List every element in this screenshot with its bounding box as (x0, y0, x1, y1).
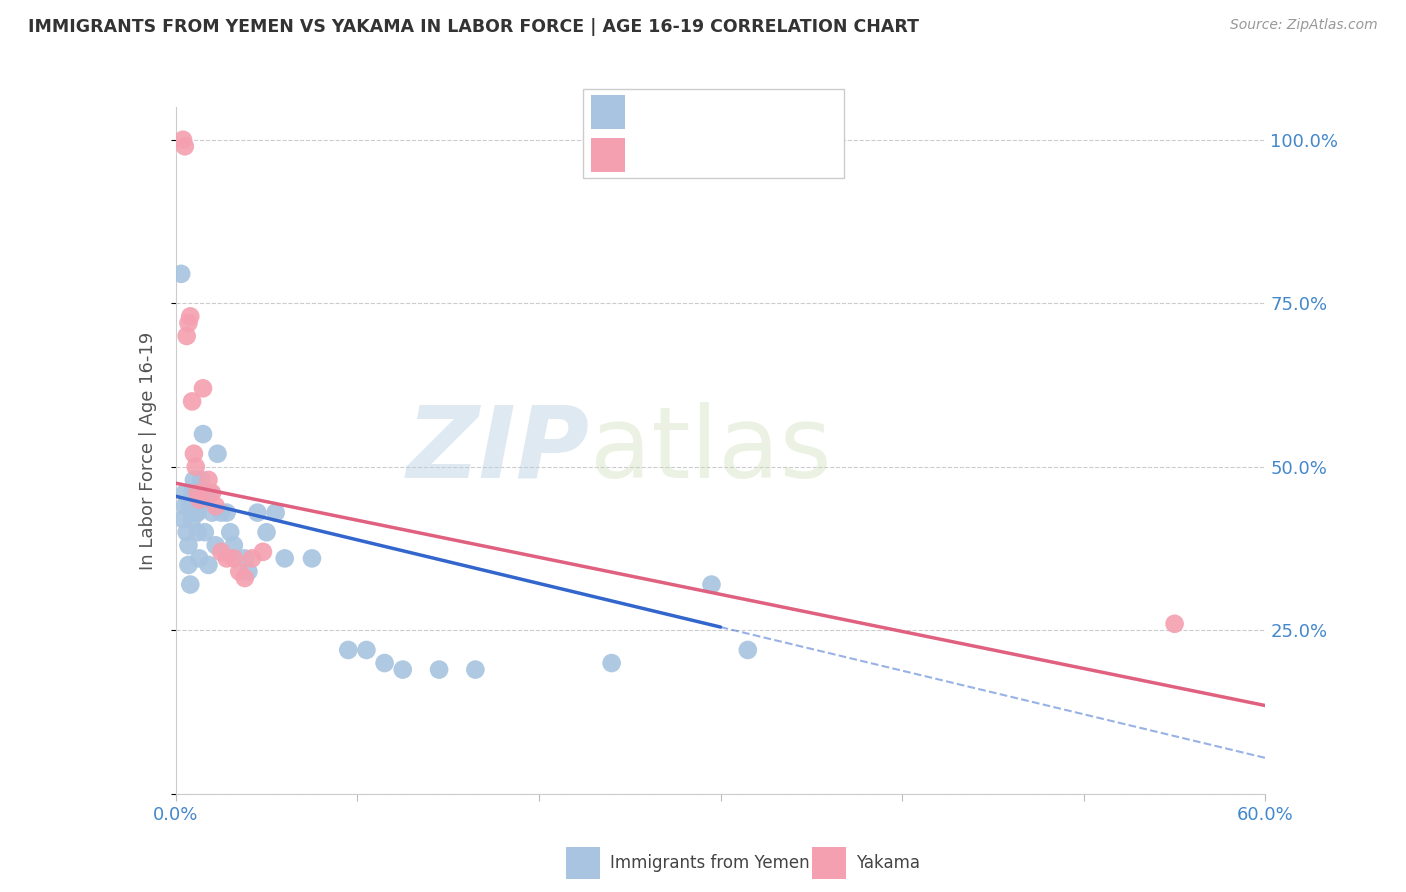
Point (181, 512, 204, 526)
Bar (592, 138, 626, 172)
Text: 48: 48 (772, 103, 796, 121)
Text: 22: 22 (772, 146, 796, 164)
Point (222, 538, 245, 552)
Text: N =: N = (740, 103, 776, 121)
Point (184, 459, 207, 474)
Y-axis label: In Labor Force | Age 16-19: In Labor Force | Age 16-19 (139, 331, 157, 570)
Point (204, 499, 226, 513)
Text: Yakama: Yakama (856, 854, 921, 872)
Point (184, 486, 207, 500)
Point (207, 447, 229, 461)
Point (264, 506, 287, 520)
Point (183, 473, 205, 487)
Point (233, 571, 256, 585)
Point (191, 492, 214, 507)
Point (301, 551, 323, 566)
Point (186, 486, 209, 500)
Point (184, 506, 207, 520)
Text: IMMIGRANTS FROM YEMEN VS YAKAMA IN LABOR FORCE | AGE 16-19 CORRELATION CHART: IMMIGRANTS FROM YEMEN VS YAKAMA IN LABOR… (28, 18, 920, 36)
Point (204, 538, 226, 552)
Point (274, 551, 297, 566)
Point (209, 545, 232, 559)
Point (209, 506, 232, 520)
Point (252, 545, 274, 559)
Point (464, 663, 486, 677)
Point (200, 486, 222, 500)
Point (183, 486, 205, 500)
Point (194, 525, 217, 540)
Point (201, 486, 224, 500)
Point (179, 499, 201, 513)
Point (177, 558, 200, 572)
Text: ZIP: ZIP (406, 402, 591, 499)
Text: R =: R = (633, 146, 669, 164)
Point (215, 551, 238, 566)
Bar (813, 847, 846, 880)
Point (391, 663, 413, 677)
Point (179, 310, 201, 324)
Text: R =: R = (633, 103, 669, 121)
Point (600, 656, 623, 670)
Text: -0.242: -0.242 (665, 103, 725, 121)
Point (179, 577, 201, 591)
Point (219, 525, 242, 540)
Point (172, 512, 194, 526)
Point (228, 565, 250, 579)
Text: atlas: atlas (591, 402, 831, 499)
Point (700, 577, 723, 591)
Point (186, 525, 209, 540)
Point (183, 447, 205, 461)
Point (181, 486, 204, 500)
Bar (592, 95, 626, 129)
Point (188, 492, 211, 507)
Text: N =: N = (740, 146, 776, 164)
Point (240, 551, 263, 566)
Point (197, 473, 219, 487)
Point (173, 486, 195, 500)
Point (374, 656, 396, 670)
Point (246, 506, 269, 520)
Point (737, 643, 759, 657)
Point (427, 663, 450, 677)
Text: Immigrants from Yemen: Immigrants from Yemen (610, 854, 810, 872)
Point (201, 506, 224, 520)
Point (222, 551, 245, 566)
Point (188, 551, 211, 566)
Point (181, 394, 204, 409)
Point (191, 427, 214, 442)
Point (256, 525, 278, 540)
Text: Source: ZipAtlas.com: Source: ZipAtlas.com (1230, 18, 1378, 32)
Point (186, 506, 209, 520)
Point (197, 558, 219, 572)
Point (191, 381, 214, 395)
Point (337, 643, 360, 657)
Point (190, 473, 212, 487)
Point (233, 551, 256, 566)
Point (188, 486, 211, 500)
Point (177, 538, 200, 552)
Bar (565, 847, 600, 880)
Text: -0.223: -0.223 (665, 146, 725, 164)
Point (1163, 616, 1185, 631)
Point (238, 565, 260, 579)
FancyBboxPatch shape (583, 89, 844, 178)
Point (176, 525, 198, 540)
Point (356, 643, 378, 657)
Point (170, 267, 193, 281)
Point (177, 316, 200, 330)
Point (172, 133, 194, 147)
Point (176, 329, 198, 343)
Point (215, 506, 238, 520)
Point (173, 499, 195, 513)
Point (173, 139, 195, 153)
